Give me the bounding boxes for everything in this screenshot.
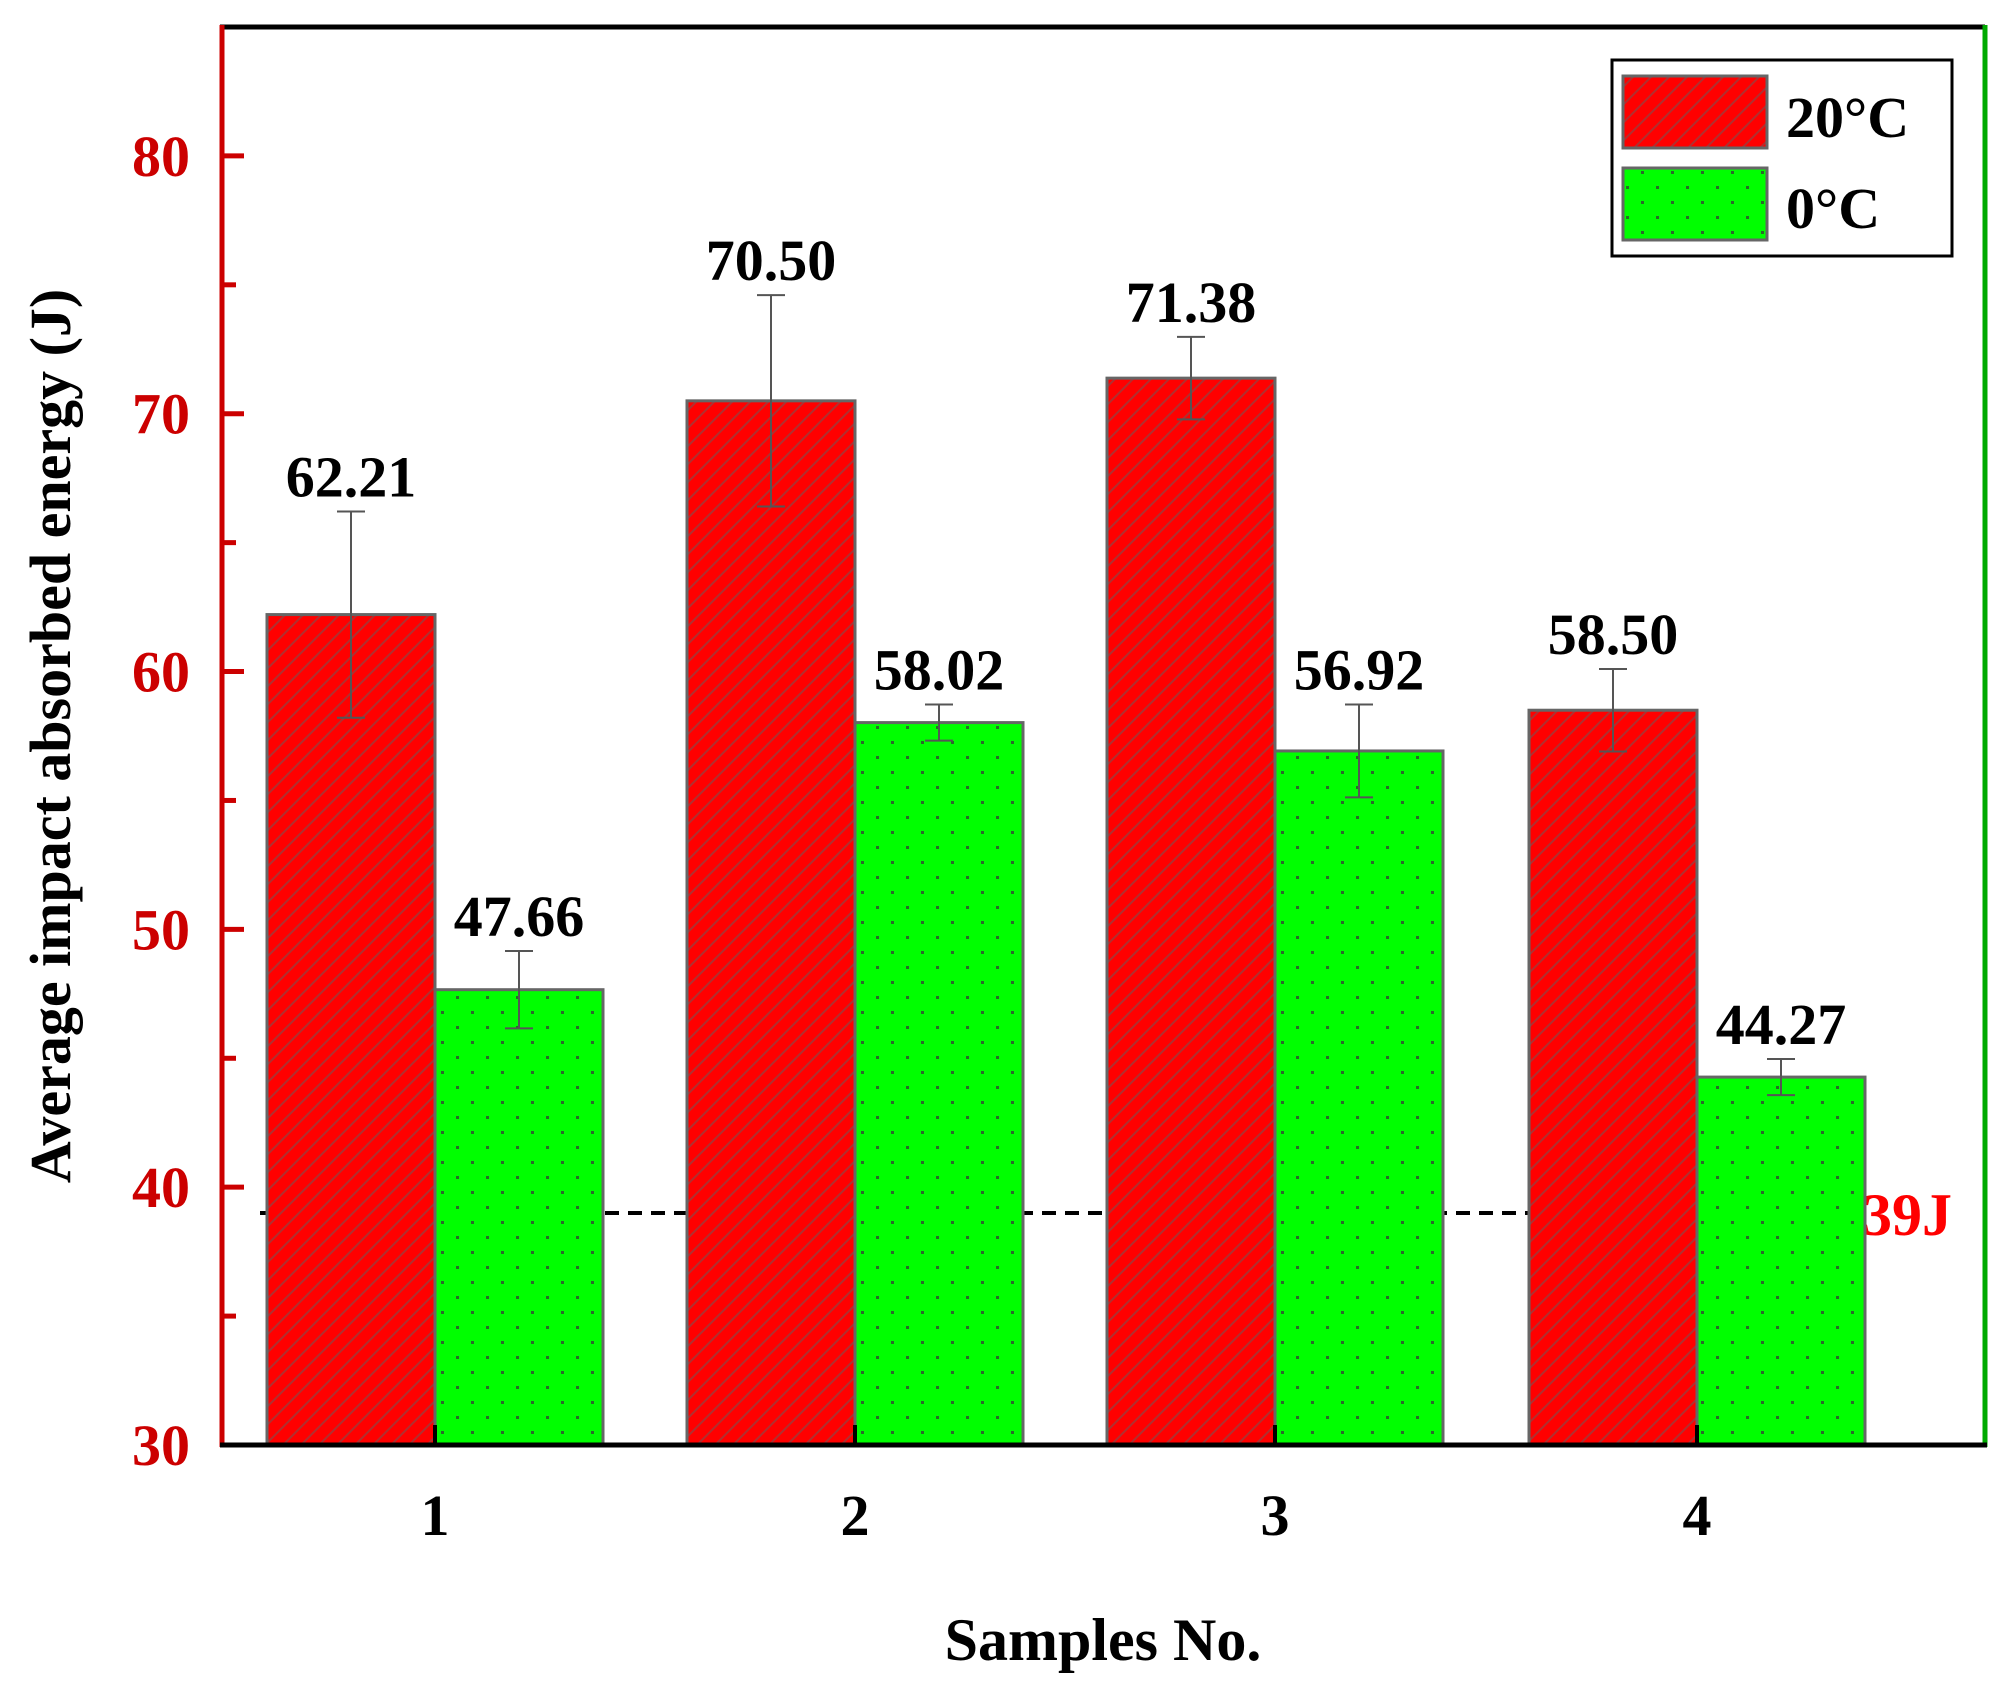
bar-20c-sample-4 xyxy=(1527,708,1699,1447)
bar-20c-sample-2 xyxy=(685,399,857,1447)
data-label-20c-sample-4: 58.50 xyxy=(1548,602,1679,667)
data-label-0c-sample-3: 56.92 xyxy=(1294,638,1425,703)
data-label-20c-sample-2: 70.50 xyxy=(706,228,837,293)
data-label-20c-sample-1: 62.21 xyxy=(286,444,417,509)
x-axis-title: Samples No. xyxy=(945,1607,1262,1673)
y-axis-ticks: 30 40 50 60 70 80 xyxy=(132,124,244,1478)
data-label-0c-sample-4: 44.27 xyxy=(1716,992,1847,1057)
bars-group: 62.21 47.66 70.50 58.02 71.38 56.92 58.50 44.27 xyxy=(265,228,1867,1447)
legend-label-20c: 20°C xyxy=(1786,85,1909,150)
x-tick-label: 4 xyxy=(1683,1483,1712,1548)
data-label-20c-sample-3: 71.38 xyxy=(1126,270,1257,335)
threshold-label: 39J xyxy=(1862,1182,1952,1248)
bar-0c-sample-1 xyxy=(433,988,605,1447)
data-label-0c-sample-2: 58.02 xyxy=(874,638,1005,703)
legend-swatch-0c xyxy=(1621,166,1769,242)
bar-20c-sample-1 xyxy=(265,613,437,1447)
y-tick-label: 40 xyxy=(132,1155,190,1220)
legend-swatch-20c xyxy=(1621,74,1769,150)
y-tick-label: 80 xyxy=(132,124,190,189)
y-tick-label: 60 xyxy=(132,640,190,705)
x-tick-label: 2 xyxy=(841,1483,870,1548)
bar-20c-sample-3 xyxy=(1105,376,1277,1447)
data-label-0c-sample-1: 47.66 xyxy=(454,884,585,949)
y-tick-label: 50 xyxy=(132,897,190,962)
bar-0c-sample-2 xyxy=(853,721,1025,1447)
y-tick-label: 70 xyxy=(132,382,190,447)
y-axis-title: Average impact absorbed energy (J) xyxy=(18,289,83,1184)
y-tick-label: 30 xyxy=(132,1413,190,1478)
legend: 20°C 0°C xyxy=(1610,58,1954,258)
x-tick-label: 1 xyxy=(421,1483,450,1548)
legend-label-0c: 0°C xyxy=(1786,176,1880,241)
bar-0c-sample-3 xyxy=(1273,749,1445,1447)
bar-0c-sample-4 xyxy=(1695,1075,1867,1447)
x-tick-label: 3 xyxy=(1261,1483,1290,1548)
x-axis-ticks: 1 2 3 4 xyxy=(421,1425,1712,1548)
